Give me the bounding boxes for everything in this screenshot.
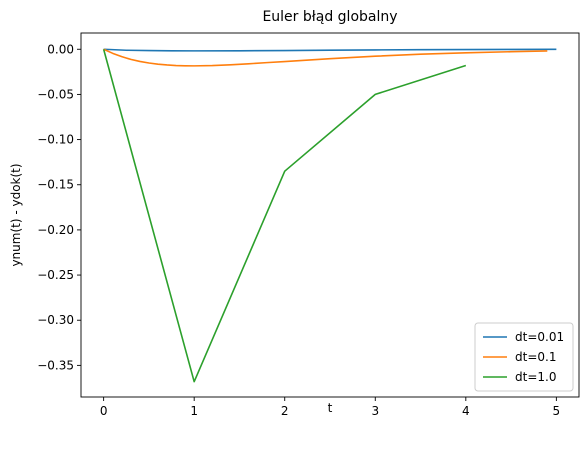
y-tick-label: −0.10 [37, 133, 74, 147]
y-tick-label: −0.20 [37, 223, 74, 237]
x-tick-label: 5 [553, 404, 561, 418]
legend-label-0: dt=0.01 [515, 330, 564, 344]
x-tick-label: 1 [190, 404, 198, 418]
x-tick-label: 0 [100, 404, 108, 418]
x-tick-label: 3 [371, 404, 379, 418]
y-tick-label: −0.35 [37, 358, 74, 372]
x-tick-label: 2 [281, 404, 289, 418]
series-line-1 [103, 48, 548, 67]
series-line-2 [102, 49, 467, 383]
series-line-0 [103, 48, 557, 52]
plot-frame [80, 32, 580, 398]
legend-label-2: dt=1.0 [515, 370, 556, 384]
y-tick-label: −0.15 [37, 178, 74, 192]
legend [474, 322, 574, 392]
y-tick-label: 0.00 [47, 42, 74, 56]
y-tick-label: −0.25 [37, 268, 74, 282]
plot-area: 0 1 2 3 4 5 0.00 −0.05 −0.10 −0.15 −0.20 −0.25 −0.30… [37, 32, 580, 418]
chart-title: Euler błąd globalny [262, 9, 397, 25]
y-tick-label: −0.05 [37, 87, 74, 101]
y-axis-label: ynum(t) - ydok(t) [9, 163, 23, 266]
legend-label-1: dt=0.1 [515, 350, 556, 364]
x-tick-label: 4 [462, 404, 470, 418]
y-tick-label: −0.30 [37, 313, 74, 327]
x-axis-label: t [328, 401, 333, 415]
